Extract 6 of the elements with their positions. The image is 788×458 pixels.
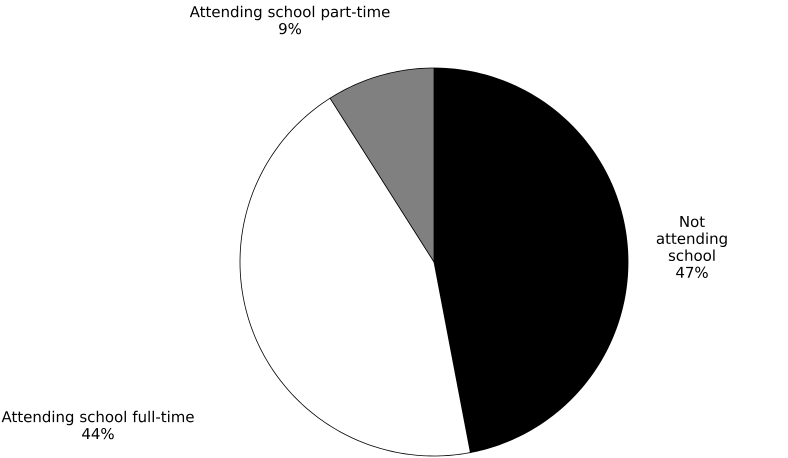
slice-label: Not attending school <box>656 216 727 262</box>
data-label: 9% <box>279 22 302 34</box>
data-label: 47% <box>676 266 708 278</box>
data-label: 44% <box>82 428 114 440</box>
slice-label: Attending school full-time <box>2 410 194 426</box>
slice-label: Attending school part-time <box>190 6 390 20</box>
